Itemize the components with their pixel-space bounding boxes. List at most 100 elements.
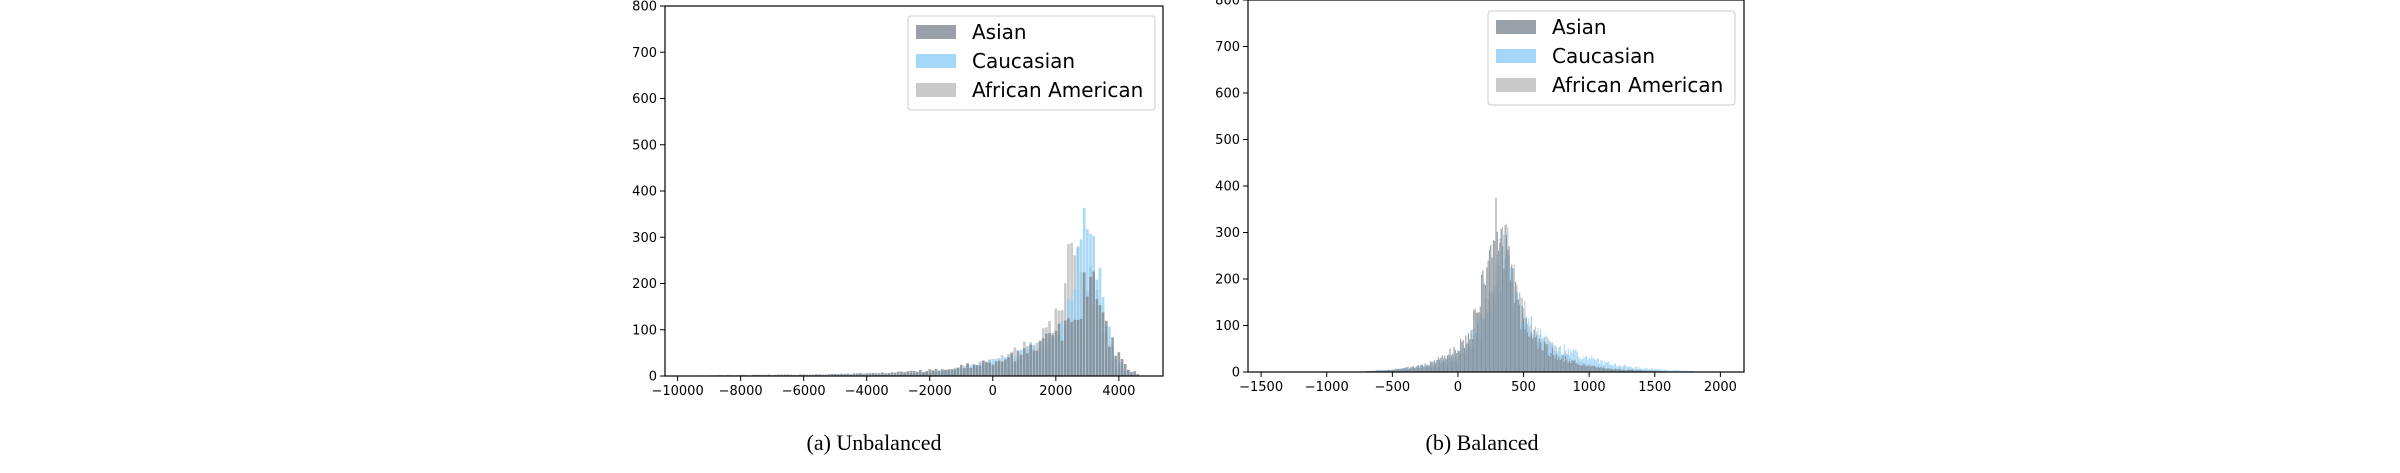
bar xyxy=(1570,362,1572,372)
bar xyxy=(1638,370,1640,372)
bar xyxy=(966,363,969,376)
bar xyxy=(1579,364,1581,372)
bar xyxy=(928,369,932,376)
bar xyxy=(1411,367,1413,372)
bar xyxy=(1543,341,1546,372)
bar xyxy=(1605,368,1607,372)
bar xyxy=(1007,357,1010,376)
bar xyxy=(896,371,900,376)
y-axis-unbalanced: 0 100 200 300 400 500 600 700 800 xyxy=(632,0,665,385)
bar xyxy=(1584,357,1586,372)
bar xyxy=(1559,345,1561,372)
y-tick-label: 100 xyxy=(632,323,657,338)
bar xyxy=(1425,365,1428,372)
bar xyxy=(1435,363,1437,372)
bar xyxy=(1650,368,1652,372)
legend-label: African American xyxy=(1552,73,1723,97)
bar xyxy=(1545,343,1547,372)
bar xyxy=(1474,308,1476,372)
bar xyxy=(1567,363,1569,372)
bar xyxy=(1410,367,1412,372)
bar xyxy=(1446,355,1449,372)
bar xyxy=(1462,340,1464,372)
bar xyxy=(1578,357,1580,372)
bar xyxy=(1481,274,1483,372)
bar xyxy=(1572,361,1574,372)
y-tick-label: 500 xyxy=(632,138,657,153)
bar xyxy=(912,370,916,376)
bar xyxy=(1419,367,1421,372)
bar xyxy=(1651,368,1653,372)
bar xyxy=(1530,332,1532,372)
bar xyxy=(1643,368,1645,372)
y-tick-label: 0 xyxy=(1232,366,1240,381)
bar xyxy=(1469,339,1471,372)
bar xyxy=(1563,343,1565,372)
bar xyxy=(811,374,815,376)
bar xyxy=(843,373,846,376)
bar xyxy=(1004,359,1007,376)
bar xyxy=(1521,306,1523,372)
bar xyxy=(1054,330,1058,376)
bar xyxy=(1645,368,1647,372)
bar xyxy=(1408,368,1410,372)
bar xyxy=(1482,270,1484,372)
bar xyxy=(1517,299,1519,372)
bar xyxy=(1502,246,1504,372)
bar xyxy=(877,373,881,376)
bar xyxy=(1503,268,1505,372)
legend-swatch xyxy=(1496,49,1536,63)
legend-box xyxy=(907,15,1156,111)
legend-swatch xyxy=(1496,20,1536,34)
bar xyxy=(1668,370,1670,372)
x-tick-label: −1500 xyxy=(1239,380,1283,395)
bar xyxy=(1377,370,1379,372)
bar xyxy=(900,371,903,376)
bar xyxy=(1490,245,1492,372)
bar xyxy=(906,371,910,376)
bar xyxy=(1655,368,1657,372)
bar xyxy=(944,369,947,376)
bar xyxy=(1123,364,1127,376)
y-tick-label: 300 xyxy=(632,231,657,246)
bar xyxy=(1520,329,1522,372)
bar xyxy=(1082,272,1086,376)
y-tick-label: 300 xyxy=(1215,226,1240,241)
bar xyxy=(1676,370,1678,372)
bar xyxy=(915,371,919,376)
bar xyxy=(1576,352,1578,372)
bar xyxy=(1613,369,1615,372)
bar xyxy=(1406,366,1408,372)
bar xyxy=(1387,369,1389,372)
legend-label: African American xyxy=(972,78,1143,102)
bar xyxy=(1637,370,1639,372)
bar xyxy=(1620,370,1622,372)
bar xyxy=(1616,366,1618,372)
bar xyxy=(1566,359,1568,372)
bar xyxy=(1600,366,1602,372)
bar xyxy=(1618,365,1620,372)
bar xyxy=(849,374,853,376)
caption-unbalanced: (a) Unbalanced xyxy=(807,430,942,455)
bar xyxy=(1390,369,1392,372)
bar xyxy=(1029,344,1032,376)
x-tick-label: −8000 xyxy=(719,384,763,399)
bar xyxy=(1567,348,1569,372)
bar xyxy=(1499,243,1501,372)
bar xyxy=(1026,353,1029,376)
bar xyxy=(1494,240,1496,372)
bar xyxy=(1488,249,1490,372)
bar xyxy=(1585,367,1588,372)
bar xyxy=(1442,360,1445,372)
bar xyxy=(1076,320,1080,376)
bar xyxy=(1599,363,1601,372)
bar xyxy=(1010,353,1014,376)
bar xyxy=(988,362,991,376)
bar xyxy=(1511,264,1513,372)
bar xyxy=(1641,369,1643,372)
bar xyxy=(1440,357,1442,372)
y-tick-label: 600 xyxy=(1215,87,1240,102)
bar xyxy=(1117,352,1121,376)
bar xyxy=(1483,283,1485,372)
bar xyxy=(1525,317,1527,372)
